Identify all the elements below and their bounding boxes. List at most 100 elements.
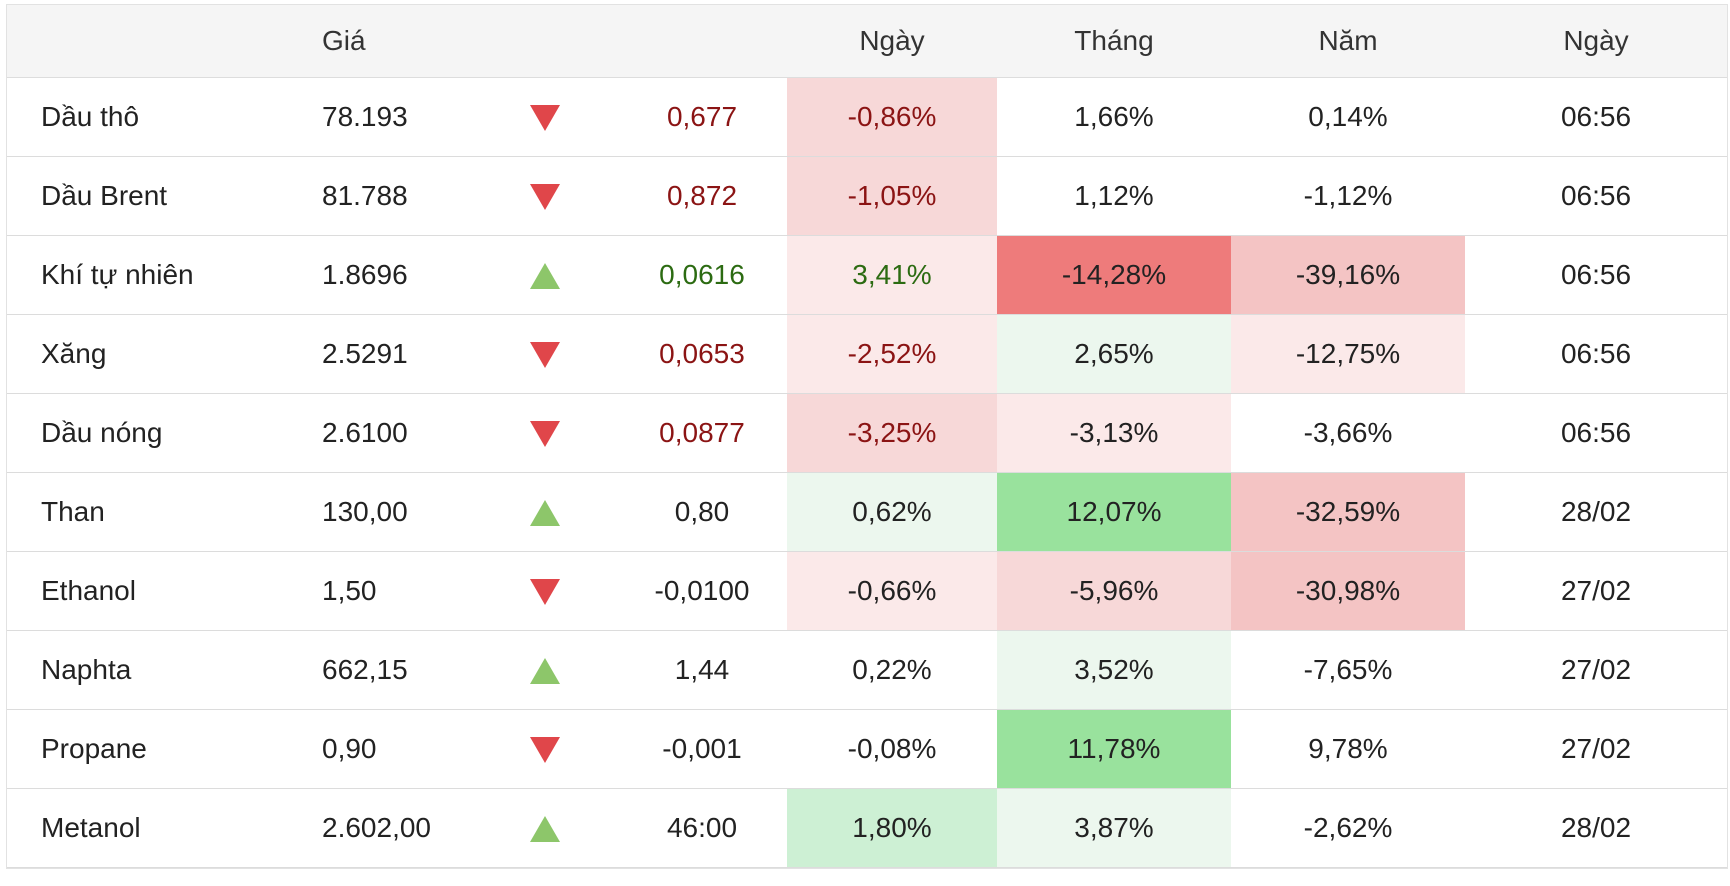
triangle-up-icon bbox=[529, 658, 560, 685]
time-cell: 06:56 bbox=[1465, 393, 1727, 473]
change-cell: 1,44 bbox=[617, 630, 787, 710]
direction-cell bbox=[512, 630, 617, 710]
triangle-down-icon bbox=[529, 184, 560, 211]
table-row[interactable]: Than 130,00 0,80 0,62% 12,07% -32,59% 28/02 bbox=[7, 472, 1727, 552]
table-row[interactable]: Ethanol 1,50 -0,0100 -0,66% -5,96% -30,98% 27/… bbox=[7, 551, 1727, 631]
commodity-name[interactable]: Xăng bbox=[7, 314, 302, 394]
year-change-cell: -2,62% bbox=[1231, 788, 1465, 868]
table-row[interactable]: Naphta 662,15 1,44 0,22% 3,52% -7,65% 27/02 bbox=[7, 630, 1727, 710]
triangle-down-icon bbox=[529, 737, 560, 764]
change-cell: 0,0616 bbox=[617, 235, 787, 315]
year-change-cell: 0,14% bbox=[1231, 77, 1465, 157]
year-change-cell: 9,78% bbox=[1231, 709, 1465, 789]
commodity-name[interactable]: Dầu nóng bbox=[7, 393, 302, 473]
commodity-name[interactable]: Naphta bbox=[7, 630, 302, 710]
time-cell: 27/02 bbox=[1465, 630, 1727, 710]
time-cell: 06:56 bbox=[1465, 77, 1727, 157]
day-change-cell: -0,86% bbox=[787, 77, 997, 157]
day-change-cell: -1,05% bbox=[787, 156, 997, 236]
commodity-name[interactable]: Metanol bbox=[7, 788, 302, 868]
commodity-table-container: Giá Ngày Tháng Năm Ngày Dầu thô 78.193 0,6… bbox=[6, 4, 1728, 869]
time-cell: 06:56 bbox=[1465, 314, 1727, 394]
header-day[interactable]: Ngày bbox=[787, 5, 997, 78]
direction-cell bbox=[512, 314, 617, 394]
triangle-down-icon bbox=[529, 579, 560, 606]
table-header: Giá Ngày Tháng Năm Ngày bbox=[7, 5, 1727, 78]
table-body: Dầu thô 78.193 0,677 -0,86% 1,66% 0,14% 06:56 D… bbox=[7, 77, 1727, 868]
commodity-table: Giá Ngày Tháng Năm Ngày Dầu thô 78.193 0,6… bbox=[7, 5, 1727, 868]
time-cell: 28/02 bbox=[1465, 472, 1727, 552]
time-cell: 27/02 bbox=[1465, 709, 1727, 789]
day-change-cell: -2,52% bbox=[787, 314, 997, 394]
price-cell: 1.8696 bbox=[302, 235, 512, 315]
year-change-cell: -30,98% bbox=[1231, 551, 1465, 631]
day-change-cell: 1,80% bbox=[787, 788, 997, 868]
commodity-name[interactable]: Dầu thô bbox=[7, 77, 302, 157]
table-row[interactable]: Dầu nóng 2.6100 0,0877 -3,25% -3,13% -3,66% 06… bbox=[7, 393, 1727, 473]
commodity-name[interactable]: Than bbox=[7, 472, 302, 552]
change-cell: 0,872 bbox=[617, 156, 787, 236]
month-change-cell: 3,87% bbox=[997, 788, 1231, 868]
month-change-cell: -3,13% bbox=[997, 393, 1231, 473]
year-change-cell: -32,59% bbox=[1231, 472, 1465, 552]
month-change-cell: 3,52% bbox=[997, 630, 1231, 710]
year-change-cell: -7,65% bbox=[1231, 630, 1465, 710]
table-row[interactable]: Propane 0,90 -0,001 -0,08% 11,78% 9,78% 27/02 bbox=[7, 709, 1727, 789]
price-cell: 2.602,00 bbox=[302, 788, 512, 868]
direction-cell bbox=[512, 709, 617, 789]
triangle-up-icon bbox=[529, 263, 560, 290]
commodity-name[interactable]: Khí tự nhiên bbox=[7, 235, 302, 315]
year-change-cell: -3,66% bbox=[1231, 393, 1465, 473]
header-year[interactable]: Năm bbox=[1231, 5, 1465, 78]
month-change-cell: -5,96% bbox=[997, 551, 1231, 631]
header-price[interactable]: Giá bbox=[302, 5, 512, 78]
price-cell: 1,50 bbox=[302, 551, 512, 631]
header-row: Giá Ngày Tháng Năm Ngày bbox=[7, 5, 1727, 78]
month-change-cell: 1,66% bbox=[997, 77, 1231, 157]
price-cell: 662,15 bbox=[302, 630, 512, 710]
commodity-name[interactable]: Ethanol bbox=[7, 551, 302, 631]
header-date[interactable]: Ngày bbox=[1465, 5, 1727, 78]
month-change-cell: 2,65% bbox=[997, 314, 1231, 394]
time-cell: 27/02 bbox=[1465, 551, 1727, 631]
triangle-up-icon bbox=[529, 500, 560, 527]
price-cell: 130,00 bbox=[302, 472, 512, 552]
month-change-cell: -14,28% bbox=[997, 235, 1231, 315]
price-cell: 2.5291 bbox=[302, 314, 512, 394]
day-change-cell: -0,66% bbox=[787, 551, 997, 631]
commodity-name[interactable]: Propane bbox=[7, 709, 302, 789]
triangle-up-icon bbox=[529, 816, 560, 843]
direction-cell bbox=[512, 393, 617, 473]
commodity-name[interactable]: Dầu Brent bbox=[7, 156, 302, 236]
change-cell: -0,001 bbox=[617, 709, 787, 789]
direction-cell bbox=[512, 472, 617, 552]
table-row[interactable]: Metanol 2.602,00 46:00 1,80% 3,87% -2,62% 28/0… bbox=[7, 788, 1727, 868]
year-change-cell: -1,12% bbox=[1231, 156, 1465, 236]
direction-cell bbox=[512, 235, 617, 315]
day-change-cell: -3,25% bbox=[787, 393, 997, 473]
header-change bbox=[617, 5, 787, 78]
change-cell: 0,80 bbox=[617, 472, 787, 552]
triangle-down-icon bbox=[529, 105, 560, 132]
change-cell: 0,677 bbox=[617, 77, 787, 157]
table-row[interactable]: Dầu thô 78.193 0,677 -0,86% 1,66% 0,14% 06:56 bbox=[7, 77, 1727, 157]
change-cell: 0,0653 bbox=[617, 314, 787, 394]
month-change-cell: 11,78% bbox=[997, 709, 1231, 789]
price-cell: 0,90 bbox=[302, 709, 512, 789]
header-month[interactable]: Tháng bbox=[997, 5, 1231, 78]
price-cell: 2.6100 bbox=[302, 393, 512, 473]
day-change-cell: 0,22% bbox=[787, 630, 997, 710]
table-row[interactable]: Khí tự nhiên 1.8696 0,0616 3,41% -14,28% -39,… bbox=[7, 235, 1727, 315]
time-cell: 28/02 bbox=[1465, 788, 1727, 868]
table-row[interactable]: Dầu Brent 81.788 0,872 -1,05% 1,12% -1,12% 06:… bbox=[7, 156, 1727, 236]
time-cell: 06:56 bbox=[1465, 235, 1727, 315]
day-change-cell: 3,41% bbox=[787, 235, 997, 315]
change-cell: 46:00 bbox=[617, 788, 787, 868]
direction-cell bbox=[512, 77, 617, 157]
change-cell: 0,0877 bbox=[617, 393, 787, 473]
triangle-down-icon bbox=[529, 421, 560, 448]
change-cell: -0,0100 bbox=[617, 551, 787, 631]
price-cell: 78.193 bbox=[302, 77, 512, 157]
table-row[interactable]: Xăng 2.5291 0,0653 -2,52% 2,65% -12,75% 06:56 bbox=[7, 314, 1727, 394]
year-change-cell: -39,16% bbox=[1231, 235, 1465, 315]
